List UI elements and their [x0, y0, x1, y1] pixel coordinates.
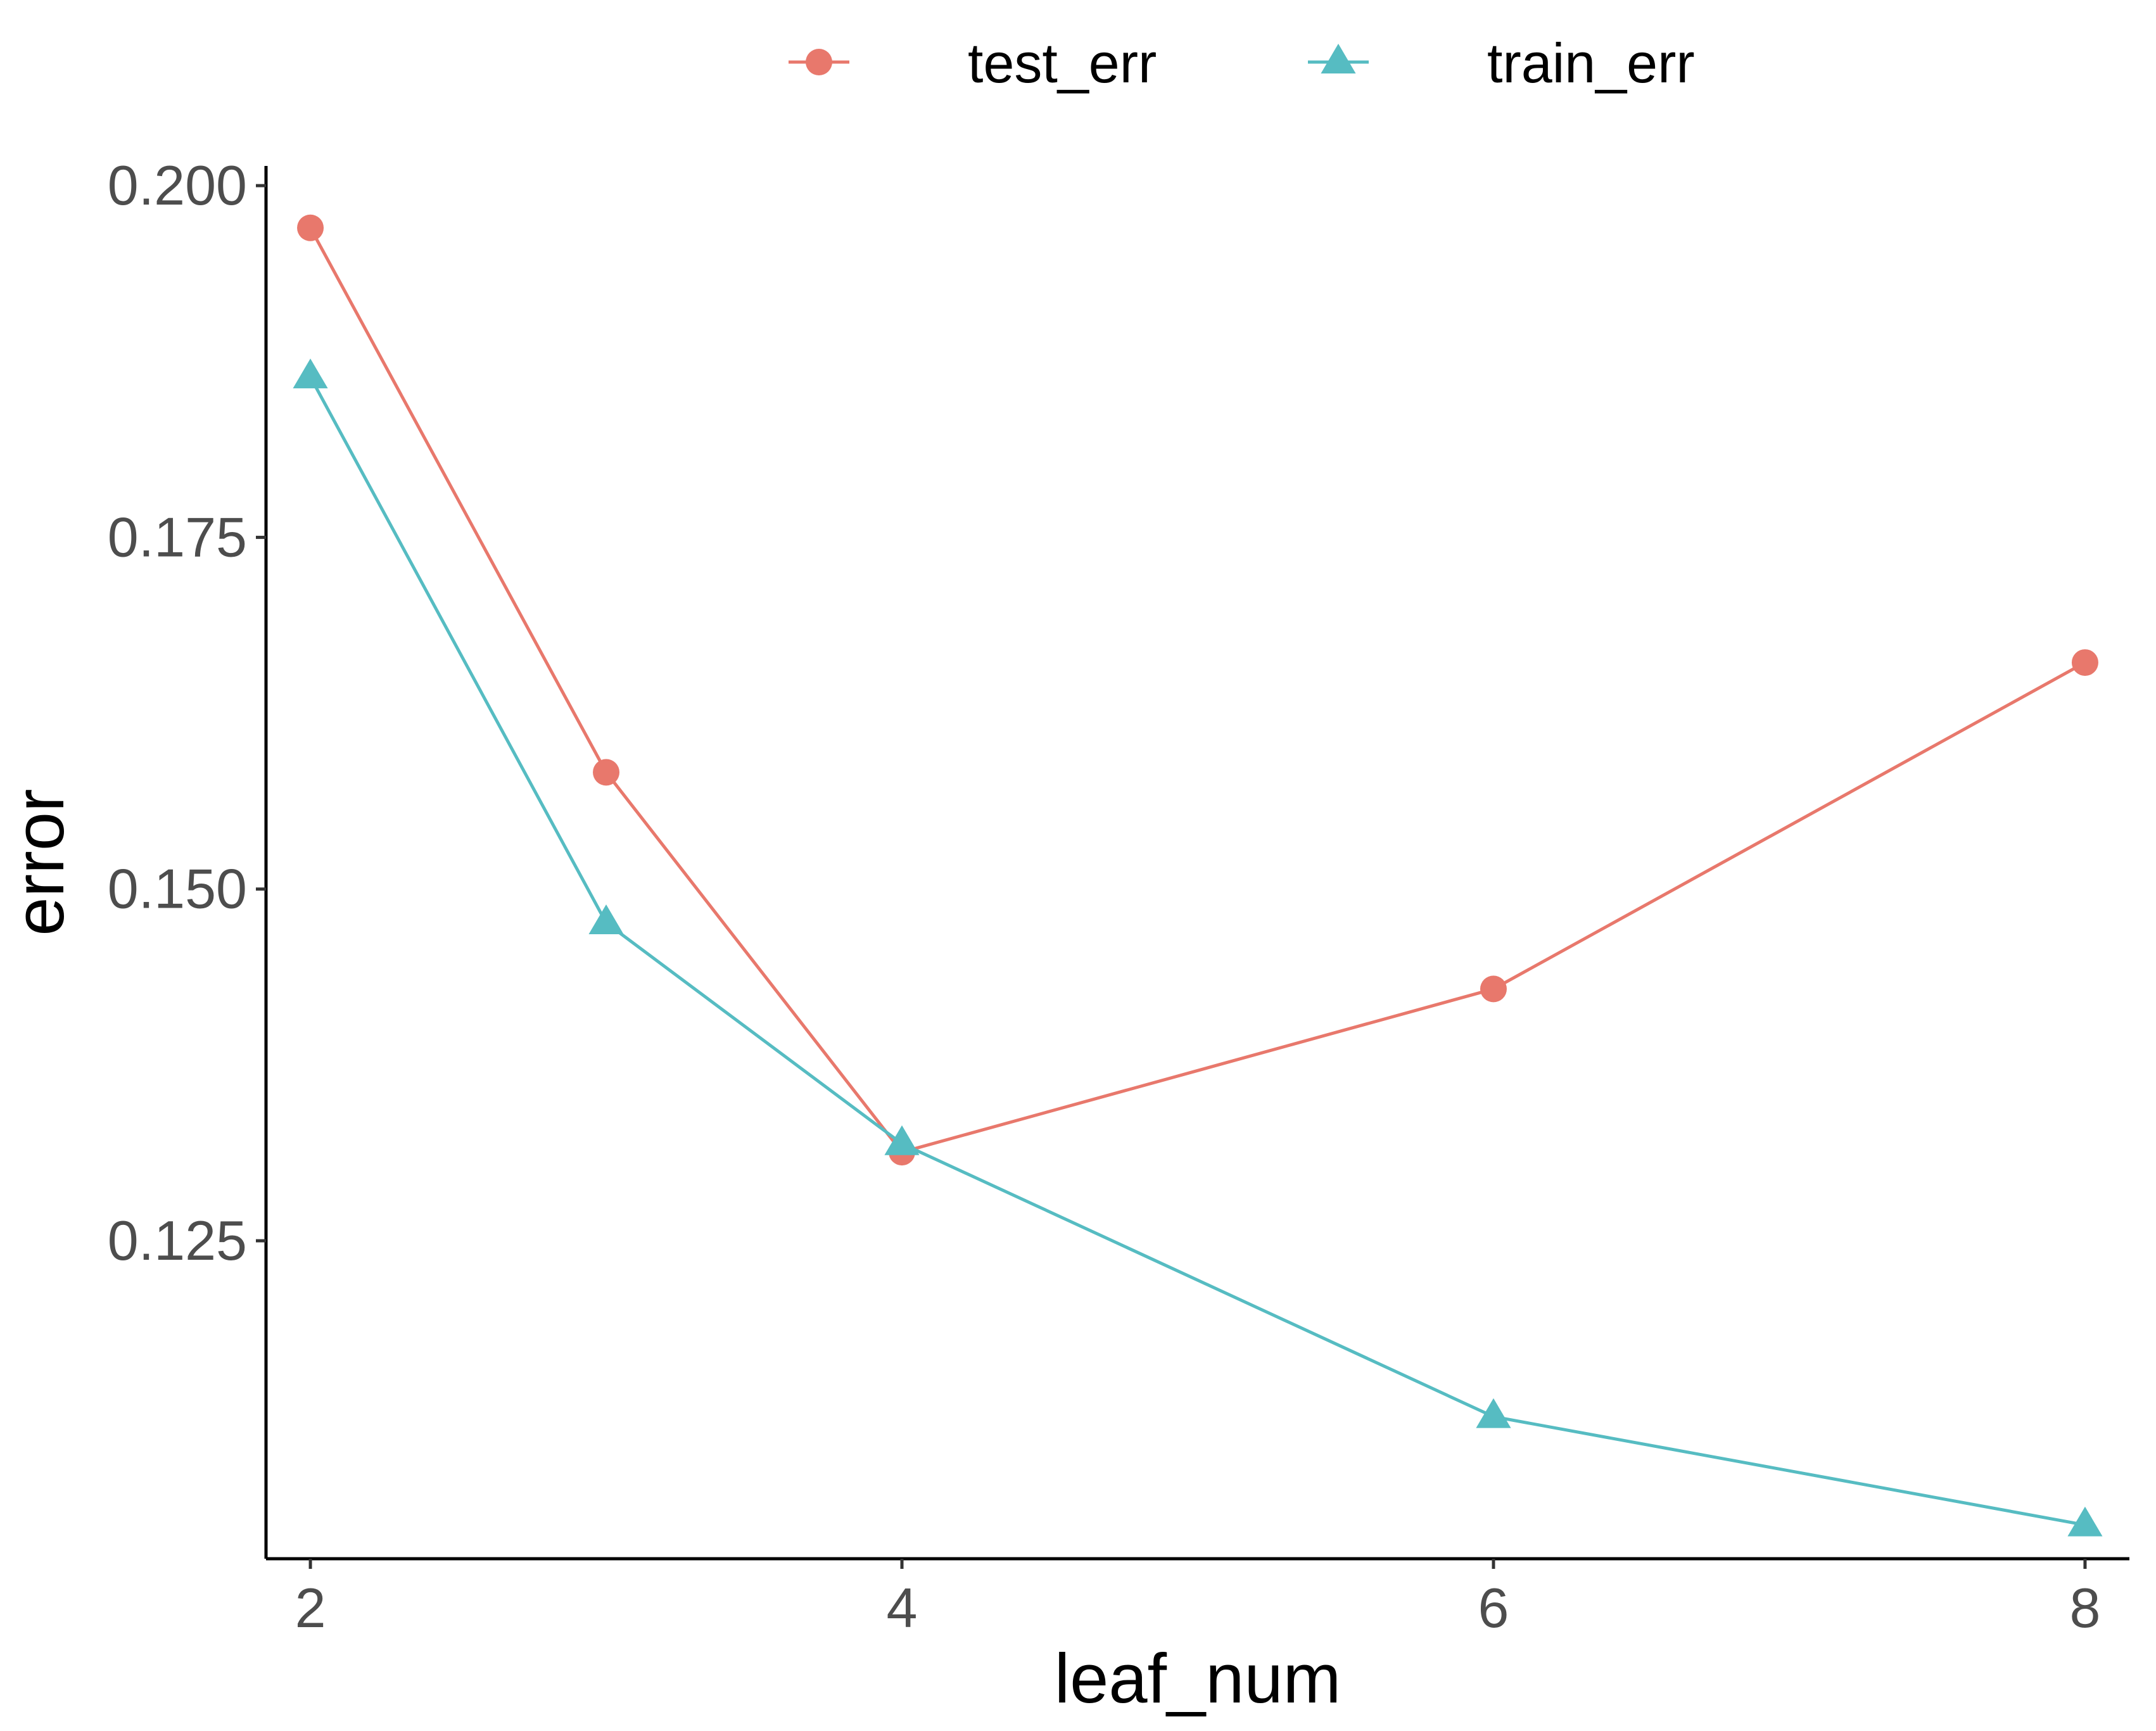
y-tick-label: 0.150	[108, 858, 247, 920]
data-point-triangle	[2067, 1506, 2103, 1537]
data-point-triangle	[884, 1125, 920, 1155]
y-tick-label: 0.175	[108, 505, 247, 568]
data-point-circle	[1480, 975, 1507, 1003]
legend-item-test-err: test_err	[789, 32, 1157, 94]
x-tick-label: 8	[2069, 1576, 2100, 1639]
x-tick-label: 4	[887, 1576, 918, 1639]
series-train-err	[293, 358, 2103, 1537]
legend-label: train_err	[1487, 32, 1695, 94]
legend-key-triangle	[1321, 44, 1356, 73]
x-tick-label: 2	[295, 1576, 326, 1639]
x-tick-label: 6	[1478, 1576, 1509, 1639]
x-axis-ticks: 2 4 6 8	[295, 1559, 2100, 1639]
data-point-triangle	[293, 358, 328, 389]
series-layer	[293, 214, 2103, 1537]
data-point-circle	[297, 214, 324, 241]
y-axis-title: error	[1, 789, 79, 935]
data-point-triangle	[1476, 1398, 1511, 1428]
data-point-circle	[593, 759, 620, 786]
y-tick-label: 0.125	[108, 1209, 247, 1272]
legend-label: test_err	[968, 32, 1157, 94]
legend: test_err train_err	[789, 32, 1695, 94]
y-tick-label: 0.200	[108, 154, 247, 217]
axes: 0.125 0.150 0.175 0.200 2 4 6 8	[108, 154, 2129, 1639]
legend-item-train-err: train_err	[1308, 32, 1695, 94]
data-point-circle	[2071, 649, 2098, 676]
y-axis-ticks: 0.125 0.150 0.175 0.200	[108, 154, 266, 1272]
x-axis-title: leaf_num	[1055, 1640, 1341, 1718]
data-point-triangle	[588, 904, 624, 934]
legend-key-circle	[806, 49, 832, 75]
